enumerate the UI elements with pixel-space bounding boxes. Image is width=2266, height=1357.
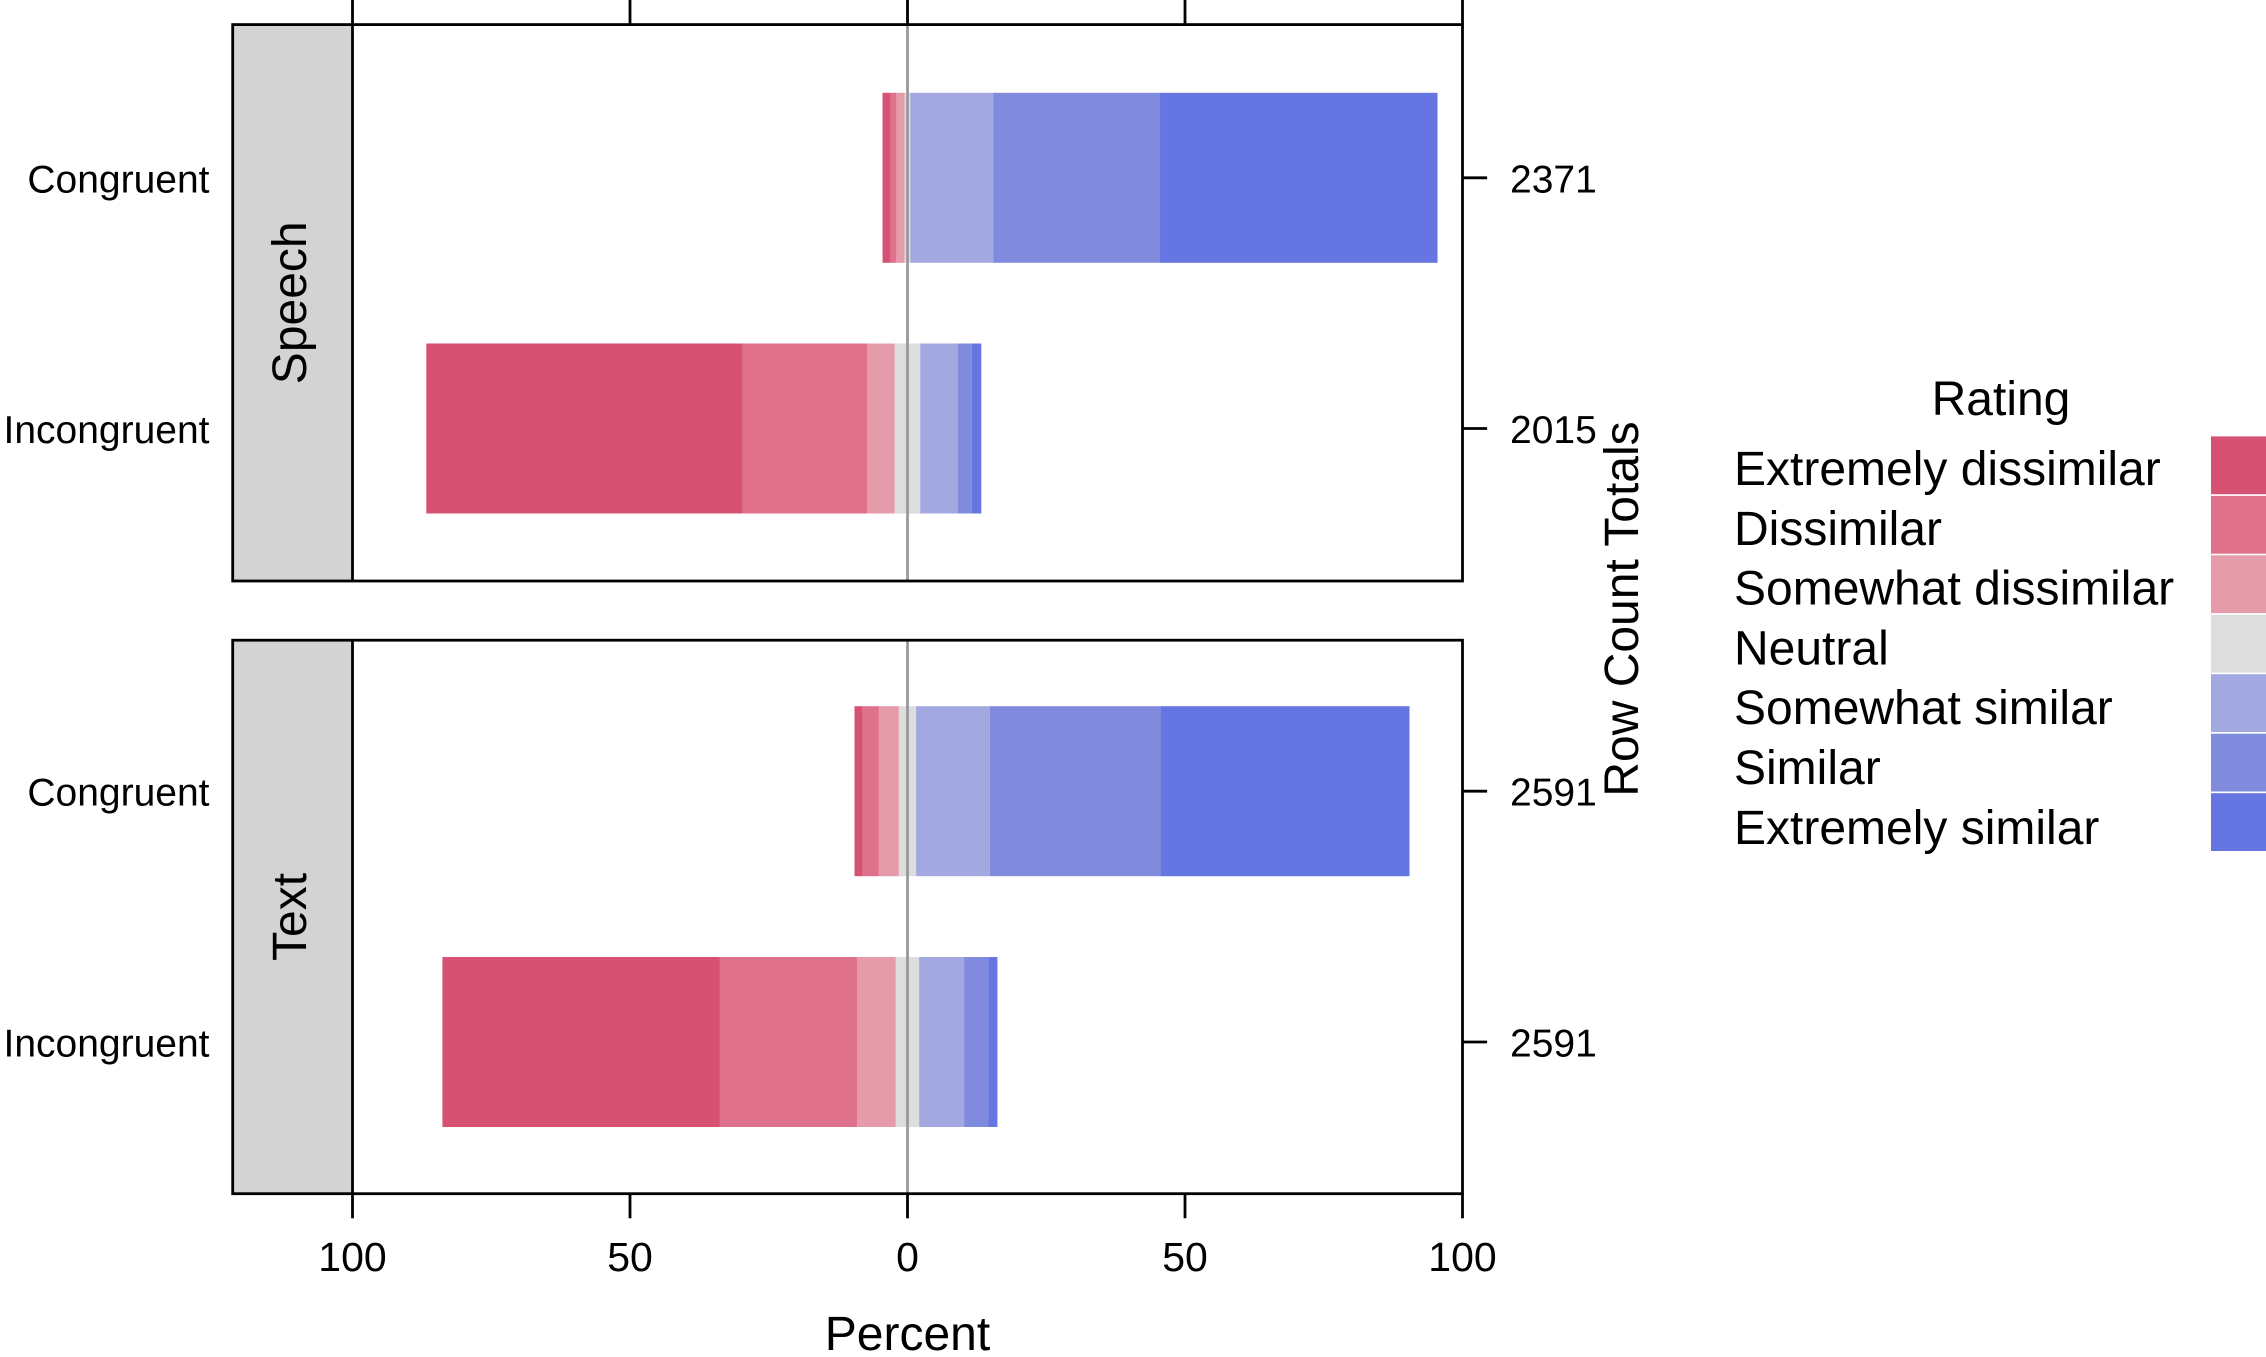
bar-speech-congruent-somewhat-dissimilar (896, 92, 905, 263)
row-label-congruent: Congruent (27, 158, 209, 201)
bar-text-incongruent-dissimilar (719, 957, 857, 1127)
legend-item-somewhat-similar: Somewhat similar (1734, 674, 2266, 735)
legend-item-somewhat-dissimilar: Somewhat dissimilar (1734, 555, 2266, 616)
legend-item-neutral: Neutral (1734, 614, 2266, 675)
x-axis-title: Percent (825, 1308, 990, 1357)
bar-text-congruent-similar (989, 706, 1161, 877)
row-total-label: 2591 (1510, 772, 1597, 815)
x-tick-label: 0 (896, 1234, 919, 1280)
legend-label: Similar (1734, 742, 1881, 795)
bar-speech-incongruent-extremely-dissimilar (426, 343, 743, 514)
x-tick-label: 50 (607, 1234, 653, 1280)
legend-swatch (2211, 495, 2266, 554)
panel-frame (231, 23, 1464, 583)
legend-swatch (2211, 555, 2266, 614)
x-tick-label: 100 (1428, 1234, 1496, 1280)
right-axis-title: Row Count Totals (1596, 421, 1649, 796)
legend-swatch (2211, 793, 2266, 851)
row-label-incongruent: Incongruent (4, 409, 210, 452)
bar-text-congruent-somewhat-dissimilar (878, 706, 899, 877)
bar-text-congruent-extremely-dissimilar (854, 706, 863, 877)
strip-background (232, 640, 353, 1194)
legend-item-extremely-dissimilar: Extremely dissimilar (1734, 436, 2266, 496)
legend-swatch (2211, 436, 2266, 495)
bar-speech-incongruent-somewhat-similar (920, 343, 959, 514)
row-total-label: 2015 (1510, 409, 1597, 452)
panel-speech: Speech Congruent 2371 Incongruent 2015 (4, 23, 1597, 583)
bar-text-congruent-dissimilar (862, 706, 879, 877)
bar-text-incongruent-extremely-dissimilar (442, 957, 720, 1127)
bar-speech-incongruent-dissimilar (742, 343, 867, 514)
bar-speech-congruent-somewhat-similar (910, 92, 994, 263)
legend-label: Somewhat dissimilar (1734, 563, 2174, 616)
bar-speech-congruent-similar (993, 92, 1161, 263)
legend-item-similar: Similar (1734, 733, 2266, 795)
x-tick-label: 100 (318, 1234, 386, 1280)
row-total-label: 2371 (1510, 158, 1597, 201)
legend-label: Extremely similar (1734, 802, 2099, 855)
legend-title: Rating (1932, 373, 2071, 426)
legend-label: Dissimilar (1734, 503, 1942, 556)
bar-text-incongruent-somewhat-similar (919, 957, 965, 1127)
row-total-label: 2591 (1510, 1023, 1597, 1066)
bar-speech-incongruent-extremely-similar (971, 343, 982, 514)
strip-label-speech: Speech (264, 221, 317, 384)
bar-text-incongruent-extremely-similar (988, 957, 998, 1127)
legend-label: Neutral (1734, 622, 1889, 675)
bar-speech-congruent-extremely-dissimilar (882, 92, 891, 263)
bar-text-congruent-somewhat-similar (916, 706, 990, 877)
panel-text: Text Congruent 2591 Incongruent 2591 (4, 638, 1597, 1196)
bar-speech-incongruent-similar (958, 343, 972, 514)
legend-item-extremely-similar: Extremely similar (1734, 793, 2266, 855)
panels: Speech Congruent 2371 Incongruent 2015 Text Co… (4, 23, 1597, 1196)
bar-speech-congruent-extremely-similar (1160, 92, 1438, 263)
bar-text-congruent-extremely-similar (1160, 706, 1410, 877)
legend-swatch (2211, 674, 2266, 732)
legend-label: Extremely dissimilar (1734, 443, 2161, 496)
legend-swatch (2211, 733, 2266, 792)
x-axis: 100 50 0 50 100 (318, 0, 1497, 1280)
legend-swatch (2211, 614, 2266, 673)
legend: Rating Extremely dissimilar Dissimilar S… (1734, 373, 2266, 855)
bar-speech-congruent-dissimilar (890, 92, 897, 263)
strip-background (232, 24, 353, 582)
strip-label-text: Text (264, 873, 317, 961)
row-label-incongruent: Incongruent (4, 1023, 210, 1066)
bar-text-incongruent-somewhat-dissimilar (856, 957, 896, 1127)
legend-label: Somewhat similar (1734, 682, 2113, 735)
row-label-congruent: Congruent (27, 772, 209, 815)
legend-item-dissimilar: Dissimilar (1734, 495, 2266, 556)
bar-speech-incongruent-somewhat-dissimilar (866, 343, 895, 514)
x-tick-label: 50 (1162, 1234, 1208, 1280)
panel-frame (231, 638, 1464, 1196)
bar-text-incongruent-similar (964, 957, 989, 1127)
